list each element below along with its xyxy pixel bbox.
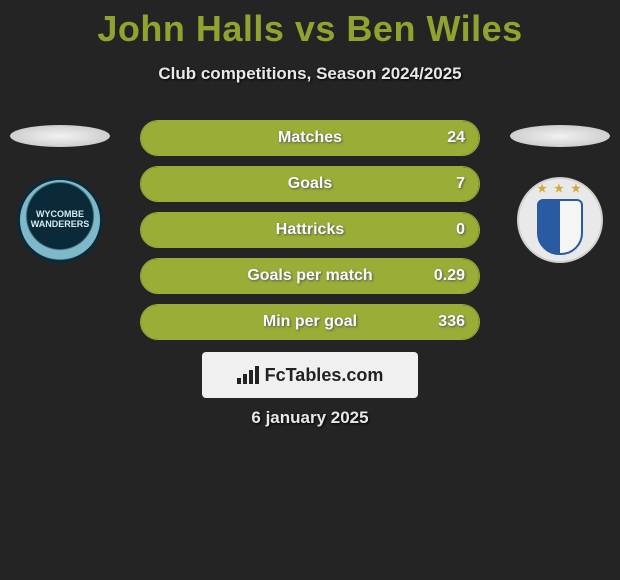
date-text: 6 january 2025 [0, 408, 620, 428]
brand-badge: FcTables.com [202, 352, 418, 398]
club-badge-left: WYCOMBE WANDERERS [17, 177, 103, 263]
stat-label: Goals [288, 175, 332, 193]
stat-value-right: 336 [438, 313, 465, 331]
subtitle: Club competitions, Season 2024/2025 [0, 64, 620, 84]
stat-label: Min per goal [263, 313, 357, 331]
club-badge-left-text: WYCOMBE WANDERERS [20, 210, 100, 230]
stat-row: Goals per match 0.29 [140, 258, 480, 294]
club-badge-right-shield-icon [537, 199, 583, 255]
stat-row: Min per goal 336 [140, 304, 480, 340]
stat-value-right: 24 [447, 129, 465, 147]
stat-label: Hattricks [276, 221, 344, 239]
stat-row: Hattricks 0 [140, 212, 480, 248]
player-left-placeholder [10, 125, 110, 147]
stats-table: Matches 24 Goals 7 Hattricks 0 Goals per match… [140, 120, 480, 350]
stat-label: Goals per match [247, 267, 372, 285]
stat-label: Matches [278, 129, 342, 147]
player-right-slot: ★ ★ ★ [510, 125, 610, 263]
stat-value-right: 0 [456, 221, 465, 239]
stat-value-right: 7 [456, 175, 465, 193]
player-right-placeholder [510, 125, 610, 147]
brand-chart-icon [237, 366, 259, 384]
stat-value-right: 0.29 [434, 267, 465, 285]
stat-row: Matches 24 [140, 120, 480, 156]
club-badge-right-stars-icon: ★ ★ ★ [537, 183, 583, 195]
stat-row: Goals 7 [140, 166, 480, 202]
player-left-slot: WYCOMBE WANDERERS [10, 125, 110, 263]
page-title: John Halls vs Ben Wiles [0, 0, 620, 50]
club-badge-right: ★ ★ ★ [517, 177, 603, 263]
brand-text: FcTables.com [265, 365, 384, 386]
